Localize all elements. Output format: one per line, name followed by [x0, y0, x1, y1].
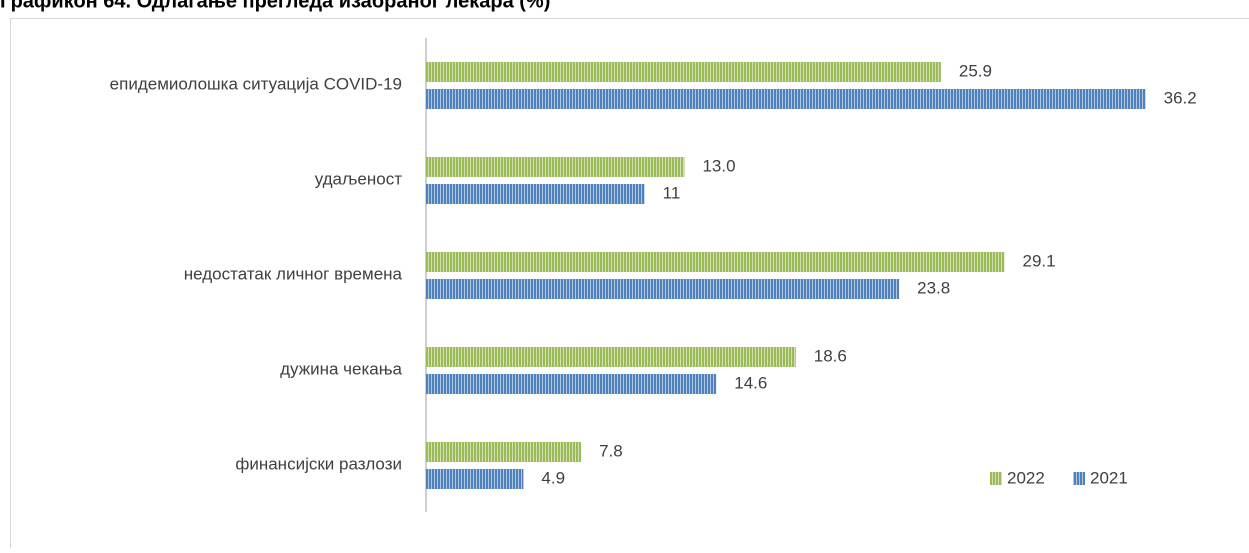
- bar: [426, 279, 899, 299]
- data-label: 23.8: [917, 278, 950, 297]
- data-label: 13.0: [702, 156, 735, 175]
- legend-label: 2021: [1090, 468, 1128, 487]
- data-label: 7.8: [599, 441, 623, 460]
- category-label: удаљеност: [315, 169, 403, 188]
- data-label: 11: [663, 183, 681, 202]
- chart-title: Графикон 64. Одлагање прегледа изабраног…: [0, 0, 550, 12]
- category-label: дужина чекања: [280, 359, 402, 378]
- data-label: 25.9: [959, 61, 992, 80]
- category-label: недостатак личног времена: [184, 264, 403, 283]
- data-label: 14.6: [734, 373, 767, 392]
- bar: [426, 374, 716, 394]
- bar: [426, 442, 581, 462]
- category-label: епидемиолошка ситуација COVID-19: [110, 74, 402, 93]
- bar: [426, 157, 684, 177]
- bar: [426, 347, 796, 367]
- data-label: 18.6: [814, 346, 847, 365]
- data-label: 36.2: [1164, 88, 1197, 107]
- data-label: 29.1: [1023, 251, 1056, 270]
- bar: [426, 89, 1146, 109]
- bar: [426, 252, 1005, 272]
- bar: [426, 62, 941, 82]
- legend-label: 2022: [1007, 468, 1045, 487]
- legend-swatch: [990, 472, 1002, 485]
- bar: [426, 469, 523, 489]
- category-label: финансијски разлози: [235, 454, 402, 473]
- bar: [426, 184, 645, 204]
- legend-swatch: [1073, 472, 1085, 485]
- data-label: 4.9: [541, 468, 565, 487]
